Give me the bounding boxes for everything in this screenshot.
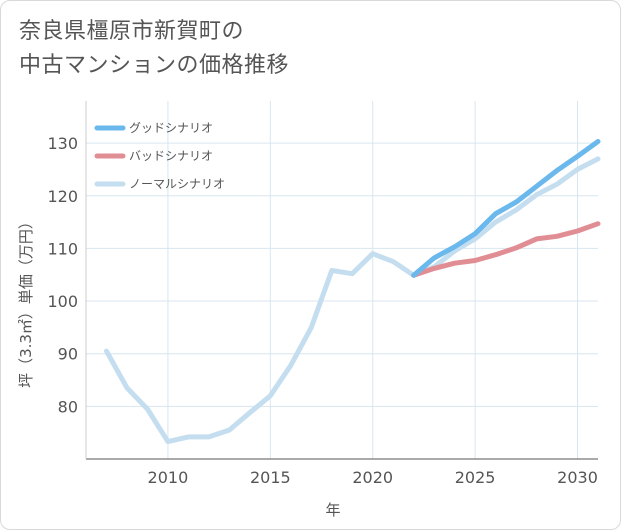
y-tick-label-90: 90 <box>58 345 78 364</box>
title-line-1: 奈良県橿原市新賀町の <box>19 19 245 44</box>
y-axis-title: 坪（3.3㎡）単価（万円） <box>17 214 35 388</box>
axes <box>85 101 598 460</box>
series-line-2 <box>411 221 601 278</box>
series-line-3 <box>411 139 601 278</box>
x-tick-label-2010: 2010 <box>148 468 189 487</box>
y-tick-label-80: 80 <box>58 397 78 416</box>
legend-label-2: バッドシナリオ <box>129 149 213 163</box>
legend-label-3: ノーマルシナリオ <box>129 177 225 191</box>
x-tick-label-2030: 2030 <box>557 468 598 487</box>
y-tick-label-100: 100 <box>47 292 78 311</box>
y-tick-label-130: 130 <box>47 134 78 153</box>
x-tick-label-2015: 2015 <box>250 468 291 487</box>
y-tick-label-110: 110 <box>47 239 78 258</box>
x-tick-label-2020: 2020 <box>352 468 393 487</box>
series-line-1 <box>104 156 601 445</box>
legend-label-1: グッドシナリオ <box>129 121 213 135</box>
tick-labels: 80 90 100 110 120 130 2010 2015 2020 2025 2030 <box>47 134 597 487</box>
x-tick-label-2025: 2025 <box>455 468 496 487</box>
title-line-2: 中古マンションの価格推移 <box>19 53 290 78</box>
page-title: 奈良県橿原市新賀町の 中古マンションの価格推移 <box>19 15 289 83</box>
y-tick-label-120: 120 <box>47 187 78 206</box>
series-lines <box>104 139 601 445</box>
x-axis-title: 年 <box>325 501 340 519</box>
